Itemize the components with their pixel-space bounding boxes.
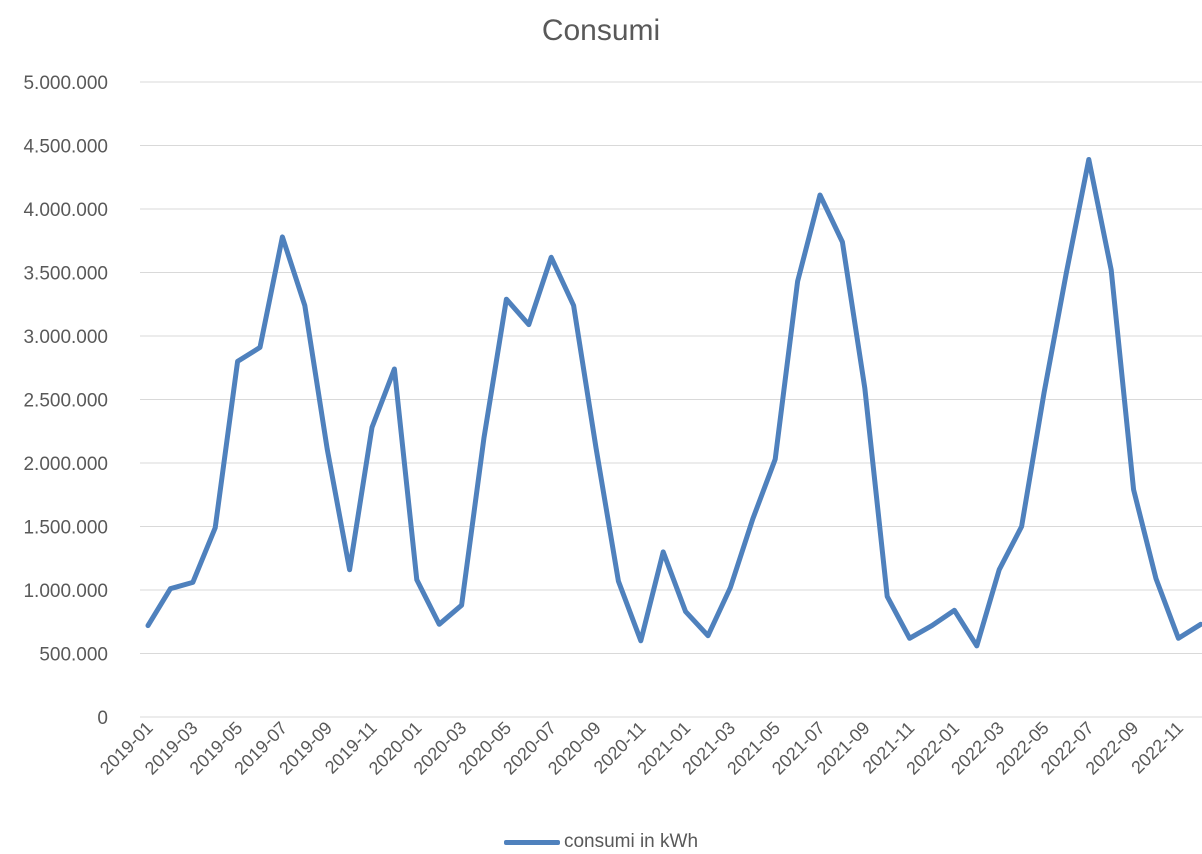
y-tick-label: 3.000.000	[23, 327, 108, 348]
data-point	[146, 624, 150, 628]
data-point	[460, 603, 464, 607]
data-point	[908, 636, 912, 640]
data-point	[325, 447, 329, 451]
data-point	[661, 550, 665, 554]
data-point	[572, 304, 576, 308]
data-point	[168, 587, 172, 591]
data-point	[549, 255, 553, 259]
data-point	[482, 436, 486, 440]
y-tick-label: 500.000	[39, 645, 108, 666]
legend: consumi in kWh	[0, 830, 1202, 854]
data-point	[840, 240, 844, 244]
y-tick-label: 5.000.000	[23, 73, 108, 94]
data-point	[639, 639, 643, 643]
data-point	[751, 517, 755, 521]
data-point	[1109, 268, 1113, 272]
data-point	[684, 610, 688, 614]
data-point	[1020, 525, 1024, 528]
data-point	[1087, 157, 1091, 161]
legend-swatch	[503, 839, 560, 845]
y-tick-label: 0	[97, 708, 108, 729]
chart-title: Consumi	[541, 14, 661, 47]
data-point	[1199, 622, 1202, 626]
data-point	[773, 457, 777, 461]
data-point	[952, 608, 956, 612]
data-point	[975, 644, 979, 648]
y-tick-label: 1.000.000	[23, 581, 108, 602]
legend-label: consumi in kWh	[563, 831, 699, 852]
data-point	[504, 297, 508, 301]
data-point	[191, 580, 195, 584]
data-point	[213, 526, 217, 530]
data-point	[930, 624, 934, 628]
data-point	[796, 279, 800, 283]
data-point	[997, 568, 1001, 572]
data-point	[885, 594, 889, 598]
series-line	[145, 157, 1202, 649]
data-point	[1176, 636, 1180, 640]
data-point	[863, 386, 867, 390]
data-point	[616, 579, 620, 583]
data-point	[236, 359, 240, 363]
data-point	[527, 323, 531, 327]
data-point	[392, 367, 396, 371]
data-point	[370, 425, 374, 429]
y-tick-label: 4.000.000	[23, 200, 108, 221]
y-tick-label: 2.500.000	[23, 391, 108, 412]
data-point	[706, 634, 710, 638]
y-tick-label: 2.000.000	[23, 454, 108, 475]
data-point	[348, 568, 352, 572]
data-point	[1132, 488, 1136, 492]
data-point	[1154, 577, 1158, 581]
data-point	[594, 446, 598, 450]
data-point	[258, 345, 262, 349]
y-tick-label: 3.500.000	[23, 264, 108, 285]
data-point	[303, 304, 307, 308]
y-tick-label: 1.500.000	[23, 518, 108, 539]
data-point	[1064, 271, 1068, 274]
y-tick-label: 4.500.000	[23, 137, 108, 158]
data-point	[280, 235, 284, 239]
data-point	[1042, 391, 1046, 395]
data-point	[728, 585, 732, 589]
data-point	[415, 578, 419, 582]
data-point	[818, 193, 822, 197]
data-point	[437, 622, 441, 626]
